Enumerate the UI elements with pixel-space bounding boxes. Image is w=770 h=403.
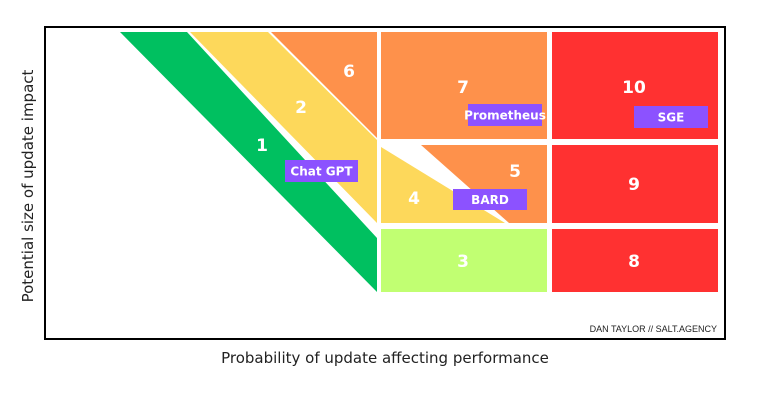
tag-sge-label: SGE <box>658 111 685 125</box>
zone-6-shape <box>271 32 377 138</box>
tag-sge: SGE <box>634 106 708 128</box>
zone-9-label: 9 <box>628 175 640 195</box>
tag-chatgpt: Chat GPT <box>285 160 358 182</box>
tag-prometheus-box <box>468 104 542 126</box>
tag-prometheus-label: Prometheus <box>464 109 546 123</box>
tag-sge-box <box>634 106 708 128</box>
zone-3-label: 3 <box>457 252 469 272</box>
tag-bard-box <box>453 189 527 210</box>
credit-text: DAN TAYLOR // SALT.AGENCY <box>590 324 717 334</box>
tag-prometheus: Prometheus <box>464 104 546 126</box>
zone-6-label: 6 <box>343 62 355 82</box>
y-axis-label: Potential size of update impact <box>19 69 37 302</box>
tag-chatgpt-box <box>285 160 358 182</box>
zone-1-shape <box>120 32 377 292</box>
zone-1-label: 1 <box>256 136 268 156</box>
zone-3-shape <box>381 229 547 292</box>
zone-10-label: 10 <box>622 78 646 98</box>
zone-2-label: 2 <box>295 98 307 118</box>
tag-bard-label: BARD <box>471 193 509 207</box>
zone-7-label: 7 <box>457 78 469 98</box>
zone-8-shape <box>552 229 718 292</box>
tag-chatgpt-label: Chat GPT <box>290 165 353 179</box>
tag-bard: BARD <box>453 189 527 210</box>
zone-8-label: 8 <box>628 252 640 272</box>
zone-9-shape <box>552 145 718 223</box>
zone-4-label: 4 <box>408 189 420 209</box>
zone-5-label: 5 <box>509 162 521 182</box>
x-axis-label: Probability of update affecting performa… <box>221 349 549 367</box>
